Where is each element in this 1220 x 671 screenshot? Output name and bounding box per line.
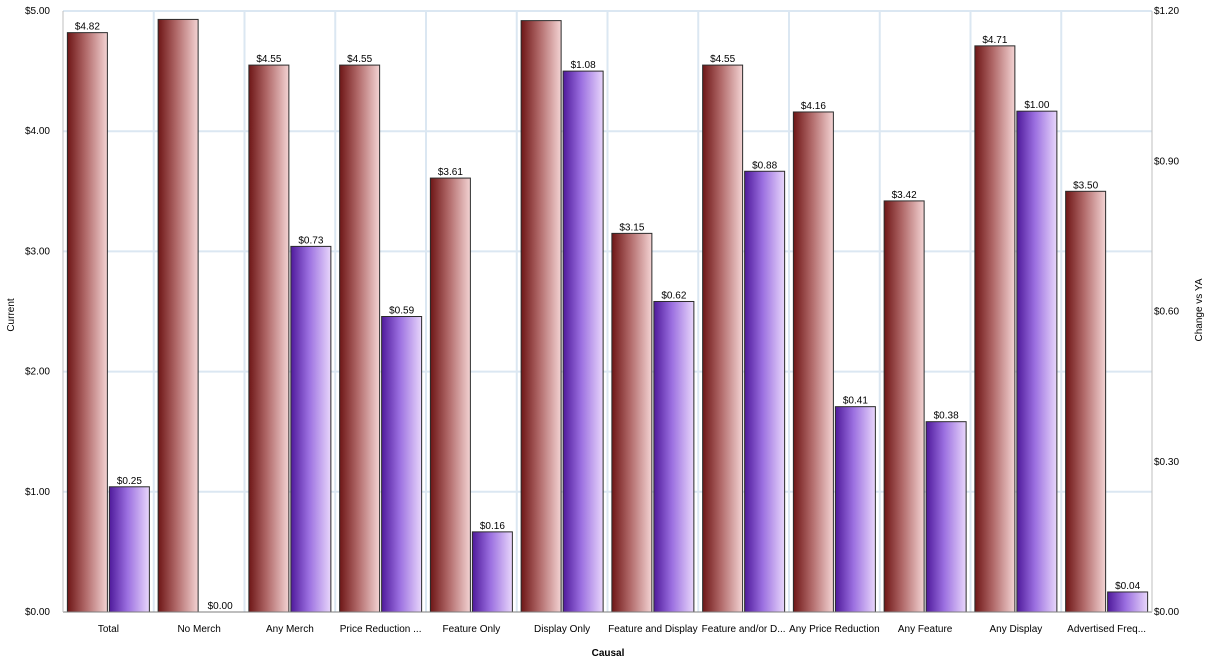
data-label-current: $3.42 (892, 190, 917, 201)
data-label-change-vs-ya: $0.00 (208, 601, 233, 612)
data-label-change-vs-ya: $1.08 (571, 60, 596, 71)
data-label-current: $4.71 (982, 35, 1007, 46)
x-tick-label: Feature and/or D... (702, 624, 786, 635)
bar-current (248, 64, 290, 613)
bar-current (1065, 190, 1107, 613)
data-label-current: $4.55 (347, 54, 372, 65)
bar-current (429, 177, 471, 613)
bar-current (339, 64, 381, 613)
bar-current (66, 32, 108, 613)
bar-change-vs-ya (653, 300, 695, 613)
y-tick-label-right: $1.20 (1154, 6, 1179, 17)
data-label-change-vs-ya: $0.62 (661, 290, 686, 301)
y-axis-title-right: Change vs YA (1194, 278, 1205, 341)
y-tick-label-left: $3.00 (25, 246, 50, 257)
data-label-change-vs-ya: $0.41 (843, 396, 868, 407)
data-label-change-vs-ya: $0.88 (752, 160, 777, 171)
y-tick-label-left: $5.00 (25, 6, 50, 17)
bar-current (974, 45, 1016, 613)
data-label-change-vs-ya: $0.16 (480, 521, 505, 532)
bar-change-vs-ya (1107, 591, 1149, 613)
y-tick-label-left: $1.00 (25, 487, 50, 498)
x-tick-label: Any Feature (898, 624, 953, 635)
data-label-current: $4.55 (256, 54, 281, 65)
data-label-change-vs-ya: $0.25 (117, 476, 142, 487)
grid-lines (63, 10, 1152, 612)
data-label-change-vs-ya: $0.38 (934, 411, 959, 422)
bar-change-vs-ya (834, 406, 876, 613)
y-tick-label-left: $0.00 (25, 607, 50, 618)
bar-change-vs-ya (471, 531, 513, 613)
data-label-current: $4.82 (75, 22, 100, 33)
data-label-change-vs-ya: $0.59 (389, 306, 414, 317)
x-tick-label: Any Price Reduction (789, 624, 880, 635)
bar-change-vs-ya (1016, 110, 1058, 613)
data-label-current: $4.16 (801, 101, 826, 112)
y-axis-title-left: Current (6, 298, 17, 332)
data-label-change-vs-ya: $0.04 (1115, 581, 1140, 592)
bars-layer: $4.82 $0.25 $0.00 $4.55 $0.73 $4.55 $0.59 $3.61… (66, 18, 1149, 613)
bar-current (157, 18, 199, 613)
y-tick-label-right: $0.60 (1154, 307, 1179, 318)
y-tick-label-right: $0.00 (1154, 607, 1179, 618)
y-tick-label-left: $4.00 (25, 126, 50, 137)
y-tick-label-right: $0.30 (1154, 457, 1179, 468)
bar-change-vs-ya (381, 316, 423, 613)
bar-change-vs-ya (744, 170, 786, 613)
x-tick-label: Display Only (534, 624, 590, 635)
axes-layer: $0.00 $1.00 $2.00 $3.00 $4.00 $5.00 $0.00 $0.30… (25, 6, 1179, 635)
data-label-change-vs-ya: $0.73 (298, 235, 323, 246)
bar-change-vs-ya (925, 421, 967, 613)
x-tick-label: Any Display (989, 624, 1042, 635)
bar-current (520, 20, 562, 613)
x-tick-label: Total (98, 624, 119, 635)
data-label-change-vs-ya: $1.00 (1024, 100, 1049, 111)
x-tick-label: No Merch (177, 624, 220, 635)
x-tick-label: Price Reduction ... (340, 624, 422, 635)
bar-change-vs-ya (108, 486, 150, 613)
x-tick-label: Feature Only (442, 624, 500, 635)
bar-current (611, 232, 653, 613)
x-tick-label: Advertised Freq... (1067, 624, 1146, 635)
bar-current (792, 111, 834, 613)
y-tick-label-right: $0.90 (1154, 156, 1179, 167)
data-label-current: $3.50 (1073, 180, 1098, 191)
bar-current (883, 200, 925, 613)
y-tick-label-left: $2.00 (25, 367, 50, 378)
data-label-current: $3.15 (619, 222, 644, 233)
data-label-current: $3.61 (438, 167, 463, 178)
bar-change-vs-ya (290, 245, 332, 613)
x-tick-label: Feature and Display (608, 624, 698, 635)
x-axis-title: Causal (592, 648, 625, 659)
bar-change-vs-ya (562, 70, 604, 613)
data-label-current: $4.55 (710, 54, 735, 65)
bar-current (702, 64, 744, 613)
x-tick-label: Any Merch (266, 624, 314, 635)
